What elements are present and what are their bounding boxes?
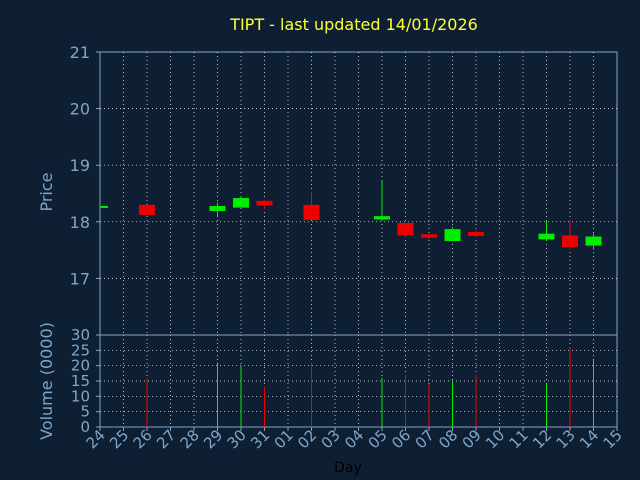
candle-07 (421, 234, 437, 240)
chart-title: TIPT - last updated 14/01/2026 (229, 15, 478, 34)
candle-09 (468, 230, 484, 238)
candle-body (100, 205, 108, 208)
volume-tick-label: 15 (71, 372, 90, 390)
candle-31 (256, 199, 273, 210)
candle-08 (444, 226, 461, 242)
candle-body (303, 204, 320, 221)
candle-26 (139, 204, 155, 216)
candle-05 (374, 179, 390, 221)
price-tick-label: 20 (70, 100, 90, 119)
candle-body (233, 198, 249, 208)
volume-tick-label: 10 (71, 387, 90, 405)
volume-tick-label: 30 (71, 326, 90, 344)
candle-body (256, 200, 273, 206)
price-axis-label: Price (37, 172, 56, 211)
candle-body (139, 204, 155, 216)
volume-tick-label: 5 (80, 403, 90, 421)
candle-body (374, 216, 390, 220)
candle-body (538, 233, 555, 240)
candle-02 (303, 191, 320, 221)
candle-12 (538, 220, 555, 242)
candle-24 (99, 205, 108, 208)
candle-body (468, 231, 484, 236)
candle-body (421, 234, 437, 238)
volume-tick-label: 20 (71, 357, 90, 375)
volume-tick-label: 0 (80, 418, 90, 436)
x-axis: 2425262728293031010203040506070809101112… (83, 426, 626, 452)
candle-06 (397, 222, 414, 238)
candle-14 (585, 233, 602, 250)
price-tick-label: 18 (70, 213, 90, 232)
price-tick-label: 21 (70, 43, 90, 62)
price-tick-label: 19 (70, 156, 90, 175)
candle-body (585, 236, 602, 246)
price-tick-label: 17 (70, 269, 90, 288)
x-axis-label: Day (334, 460, 362, 476)
candle-30 (233, 196, 249, 208)
candle-29 (209, 202, 226, 218)
candle-body (444, 229, 461, 242)
candle-body (209, 205, 226, 212)
candle-body (562, 235, 578, 248)
candle-13 (562, 219, 578, 250)
volume-tick-label: 25 (71, 341, 90, 359)
candle-body (397, 222, 414, 236)
volume-axis-label: Volume (0000) (37, 322, 56, 440)
